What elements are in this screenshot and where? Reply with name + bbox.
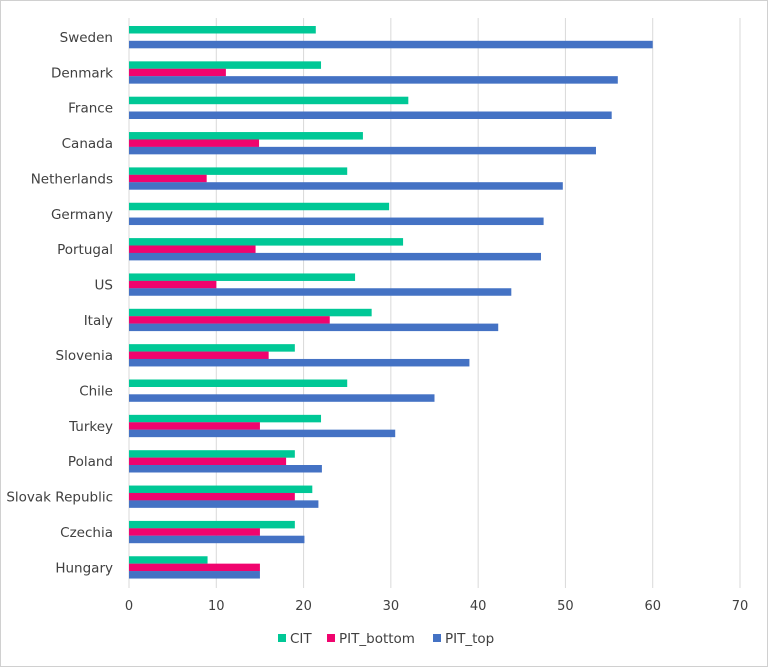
category-label: Germany <box>51 207 113 223</box>
bar-pit-top <box>129 500 319 508</box>
bar-cit <box>129 61 322 69</box>
legend-label: PIT_bottom <box>339 631 415 647</box>
category-label: Canada <box>62 136 113 152</box>
bar-cit <box>129 167 348 175</box>
bar-pit-bottom <box>129 563 260 572</box>
bar-pit-top <box>129 40 653 49</box>
bar-cit <box>129 308 372 317</box>
category-label: Portugal <box>57 242 113 258</box>
bar-pit-bottom <box>129 492 295 501</box>
legend-label: CIT <box>290 631 312 647</box>
bar-cit <box>129 344 295 352</box>
bar-pit-top <box>129 358 470 367</box>
bar-cit <box>129 450 295 458</box>
category-label: Turkey <box>68 419 113 435</box>
bar-pit-top <box>129 146 596 155</box>
bar-pit-bottom <box>129 174 207 183</box>
category-label: US <box>95 277 113 293</box>
category-label: Denmark <box>51 65 113 81</box>
bar-cit <box>129 132 363 140</box>
bar-cit <box>129 556 208 564</box>
bar-pit-bottom <box>129 528 260 536</box>
bar-pit-top <box>129 288 512 296</box>
bar-pit-top <box>129 429 396 438</box>
legend-swatch-pit-bottom <box>327 634 335 642</box>
category-label: Chile <box>79 384 113 400</box>
x-tick-label: 0 <box>125 599 133 614</box>
bar-pit-bottom <box>129 68 226 77</box>
category-label: Netherlands <box>31 171 113 187</box>
x-tick-label: 60 <box>644 599 661 614</box>
x-tick-label: 10 <box>208 599 225 614</box>
bar-cit <box>129 485 313 494</box>
bar-pit-top <box>129 76 618 84</box>
bar-pit-bottom <box>129 139 260 147</box>
bar-pit-top <box>129 111 612 119</box>
category-label: Italy <box>84 313 113 329</box>
category-label: Czechia <box>60 525 113 541</box>
category-label: Slovenia <box>56 348 113 364</box>
bar-pit-top <box>129 465 322 473</box>
bar-cit <box>129 26 316 34</box>
category-label: Poland <box>68 454 113 470</box>
bar-pit-top <box>129 252 541 261</box>
bar-pit-bottom <box>129 316 330 324</box>
bar-cit <box>129 520 295 529</box>
x-tick-label: 20 <box>295 599 312 614</box>
bar-pit-bottom <box>129 280 217 289</box>
bar-pit-bottom <box>129 457 287 466</box>
legend-swatch-pit-top <box>433 634 441 642</box>
legend-swatch-cit <box>278 634 286 642</box>
bar-pit-top <box>129 535 305 544</box>
x-tick-label: 70 <box>732 599 749 614</box>
legend-label: PIT_top <box>445 631 494 647</box>
category-label: Hungary <box>55 560 113 576</box>
bar-pit-bottom <box>129 422 260 430</box>
bar-pit-bottom <box>129 245 256 253</box>
bar-cit <box>129 379 348 387</box>
bar-cit <box>129 414 322 423</box>
x-tick-label: 50 <box>557 599 574 614</box>
bar-pit-top <box>129 182 563 190</box>
category-label: France <box>68 101 113 117</box>
bar-cit <box>129 202 390 211</box>
bar-pit-top <box>129 217 544 226</box>
x-tick-label: 40 <box>470 599 487 614</box>
bar-pit-top <box>129 394 435 402</box>
bar-pit-bottom <box>129 351 269 360</box>
bar-cit <box>129 273 356 281</box>
category-label: Sweden <box>60 30 113 46</box>
bar-pit-top <box>129 323 499 332</box>
bar-cit <box>129 238 404 246</box>
bar-pit-top <box>129 571 260 579</box>
x-tick-label: 30 <box>383 599 400 614</box>
bar-cit <box>129 96 409 105</box>
category-label: Slovak Republic <box>6 490 113 506</box>
